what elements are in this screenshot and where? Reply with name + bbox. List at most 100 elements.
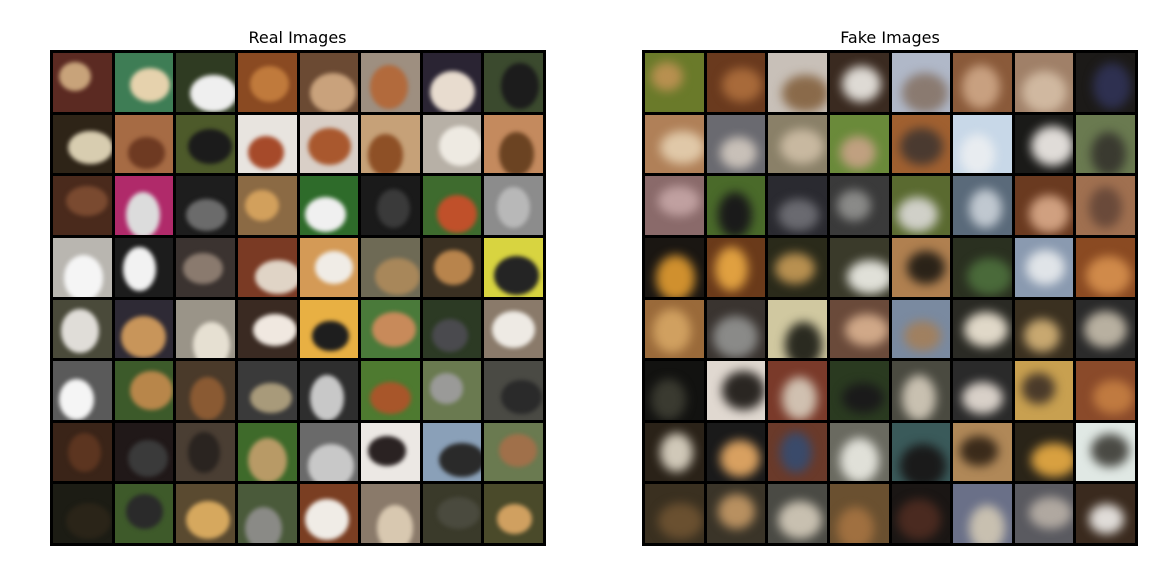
fake-image-tile <box>953 422 1012 482</box>
real-image-tile <box>299 484 359 543</box>
fake-image-tile <box>1076 299 1135 359</box>
fake-image-tile <box>706 53 766 112</box>
real-image-tile <box>361 176 420 235</box>
fake-image-tile <box>953 299 1012 359</box>
fake-image-tile <box>829 299 889 359</box>
real-image-tile <box>237 361 297 420</box>
real-image-tile <box>237 484 297 543</box>
real-image-tile <box>176 422 235 482</box>
real-image-tile <box>422 176 482 235</box>
real-image-tile <box>237 422 297 482</box>
fake-image-tile <box>891 361 951 420</box>
real-image-tile <box>361 237 420 297</box>
fake-image-tile <box>1014 361 1074 420</box>
real-image-tile <box>114 176 174 235</box>
real-images-panel: Real Images <box>50 28 546 546</box>
fake-image-tile <box>891 176 951 235</box>
real-image-tile <box>299 299 359 359</box>
fake-images-panel: Fake Images <box>579 0 1158 566</box>
real-image-tile <box>237 176 297 235</box>
fake-image-tile <box>953 484 1012 543</box>
fake-image-tile <box>1076 114 1135 174</box>
real-image-tile <box>422 53 482 112</box>
real-image-tile <box>53 176 112 235</box>
fake-images-grid <box>642 50 1138 546</box>
fake-image-tile <box>706 114 766 174</box>
real-image-tile <box>176 361 235 420</box>
fake-image-tile <box>1014 53 1074 112</box>
real-image-tile <box>361 422 420 482</box>
real-image-tile <box>484 299 543 359</box>
real-image-tile <box>422 361 482 420</box>
real-image-tile <box>361 361 420 420</box>
real-image-tile <box>422 484 482 543</box>
real-image-tile <box>237 237 297 297</box>
real-image-tile <box>176 176 235 235</box>
fake-image-tile <box>829 53 889 112</box>
fake-image-tile <box>1076 361 1135 420</box>
fake-image-tile <box>1014 484 1074 543</box>
fake-image-tile <box>891 237 951 297</box>
fake-image-tile <box>829 484 889 543</box>
real-image-tile <box>422 114 482 174</box>
real-image-tile <box>237 114 297 174</box>
real-image-tile <box>53 361 112 420</box>
real-image-tile <box>176 53 235 112</box>
fake-image-tile <box>829 422 889 482</box>
fake-image-tile <box>1076 53 1135 112</box>
fake-image-tile <box>1076 422 1135 482</box>
real-image-tile <box>484 484 543 543</box>
real-image-tile <box>53 114 112 174</box>
real-image-tile <box>484 176 543 235</box>
fake-image-tile <box>706 422 766 482</box>
real-image-tile <box>114 299 174 359</box>
real-image-tile <box>299 53 359 112</box>
fake-image-tile <box>891 484 951 543</box>
real-image-tile <box>422 237 482 297</box>
real-image-tile <box>484 114 543 174</box>
real-image-tile <box>176 114 235 174</box>
real-image-tile <box>299 114 359 174</box>
real-images-grid <box>50 50 546 546</box>
fake-image-tile <box>645 237 704 297</box>
fake-image-tile <box>645 53 704 112</box>
real-image-tile <box>53 422 112 482</box>
fake-image-tile <box>706 299 766 359</box>
fake-image-tile <box>829 176 889 235</box>
real-image-tile <box>53 53 112 112</box>
real-image-tile <box>53 484 112 543</box>
fake-image-tile <box>645 114 704 174</box>
real-image-tile <box>176 484 235 543</box>
fake-image-tile <box>1076 484 1135 543</box>
fake-image-tile <box>891 299 951 359</box>
fake-image-tile <box>645 422 704 482</box>
fake-image-tile <box>891 53 951 112</box>
fake-image-tile <box>645 176 704 235</box>
fake-image-tile <box>706 176 766 235</box>
real-image-tile <box>484 422 543 482</box>
fake-image-tile <box>891 422 951 482</box>
fake-image-tile <box>768 114 827 174</box>
real-image-tile <box>299 422 359 482</box>
fake-image-tile <box>645 361 704 420</box>
fake-image-tile <box>1014 176 1074 235</box>
real-image-tile <box>176 237 235 297</box>
fake-image-tile <box>829 361 889 420</box>
fake-image-tile <box>706 361 766 420</box>
fake-image-tile <box>953 176 1012 235</box>
real-image-tile <box>53 299 112 359</box>
fake-image-tile <box>1014 422 1074 482</box>
fake-image-tile <box>953 237 1012 297</box>
fake-image-tile <box>1076 176 1135 235</box>
real-image-tile <box>114 237 174 297</box>
real-image-tile <box>299 176 359 235</box>
real-image-tile <box>114 484 174 543</box>
real-image-tile <box>114 422 174 482</box>
fake-image-tile <box>768 484 827 543</box>
real-image-tile <box>114 361 174 420</box>
fake-image-tile <box>768 53 827 112</box>
fake-image-tile <box>645 299 704 359</box>
fake-image-tile <box>953 53 1012 112</box>
real-image-tile <box>361 53 420 112</box>
fake-image-tile <box>1014 237 1074 297</box>
